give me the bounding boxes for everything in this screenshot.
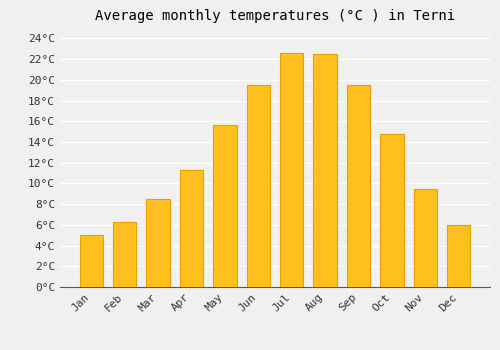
Bar [246,85,270,287]
Bar [113,222,136,287]
Bar [447,225,470,287]
Bar [347,85,370,287]
Bar [80,235,103,287]
Bar [146,199,170,287]
Bar [380,134,404,287]
Bar [180,170,203,287]
Bar [213,125,236,287]
Bar [314,54,337,287]
Bar [280,53,303,287]
Bar [414,189,437,287]
Title: Average monthly temperatures (°C ) in Terni: Average monthly temperatures (°C ) in Te… [95,9,455,23]
